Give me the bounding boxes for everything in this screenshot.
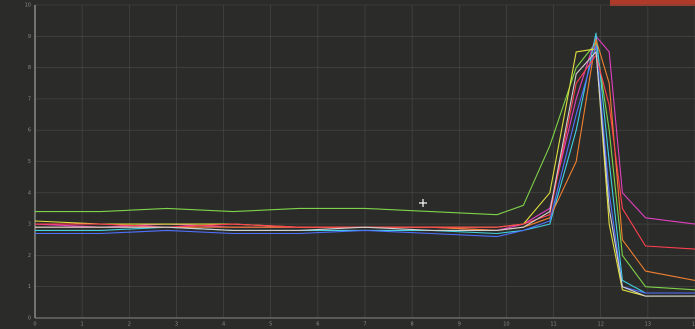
y-tick-label: 1 [28,284,31,290]
y-tick-label: 5 [28,159,31,165]
y-tick-label: 3 [28,222,31,228]
y-tick-label: 2 [28,253,31,259]
x-tick-label: 5 [269,322,272,328]
y-tick-label: 0 [28,316,31,322]
x-tick-label: 0 [33,322,36,328]
y-tick-label: 8 [28,65,31,71]
cursor [419,199,427,207]
x-tick-label: 1 [81,322,84,328]
series-line [35,54,695,250]
y-tick-label: 7 [28,96,31,102]
x-tick-label: 12 [598,322,604,328]
x-tick-label: 2 [128,322,131,328]
x-tick-label: 14 [692,322,695,328]
grid [34,4,695,319]
y-tick-label: 9 [28,34,31,40]
x-tick-label: 6 [316,322,319,328]
x-tick-label: 9 [458,322,461,328]
y-tick-label: 6 [28,128,31,134]
frame-edge [610,0,695,6]
series-line [35,45,695,294]
series-line [35,51,695,297]
x-tick-label: 13 [645,322,651,328]
series [34,32,695,297]
x-tick-label: 7 [363,322,366,328]
y-tick-label: 10 [25,3,31,9]
x-tick-label: 11 [550,322,556,328]
series-line [35,42,695,291]
x-tick-label: 3 [175,322,178,328]
x-tick-label: 4 [222,322,225,328]
x-tick-label: 8 [411,322,414,328]
y-tick-label: 4 [28,190,31,196]
x-tick-label: 10 [503,322,509,328]
